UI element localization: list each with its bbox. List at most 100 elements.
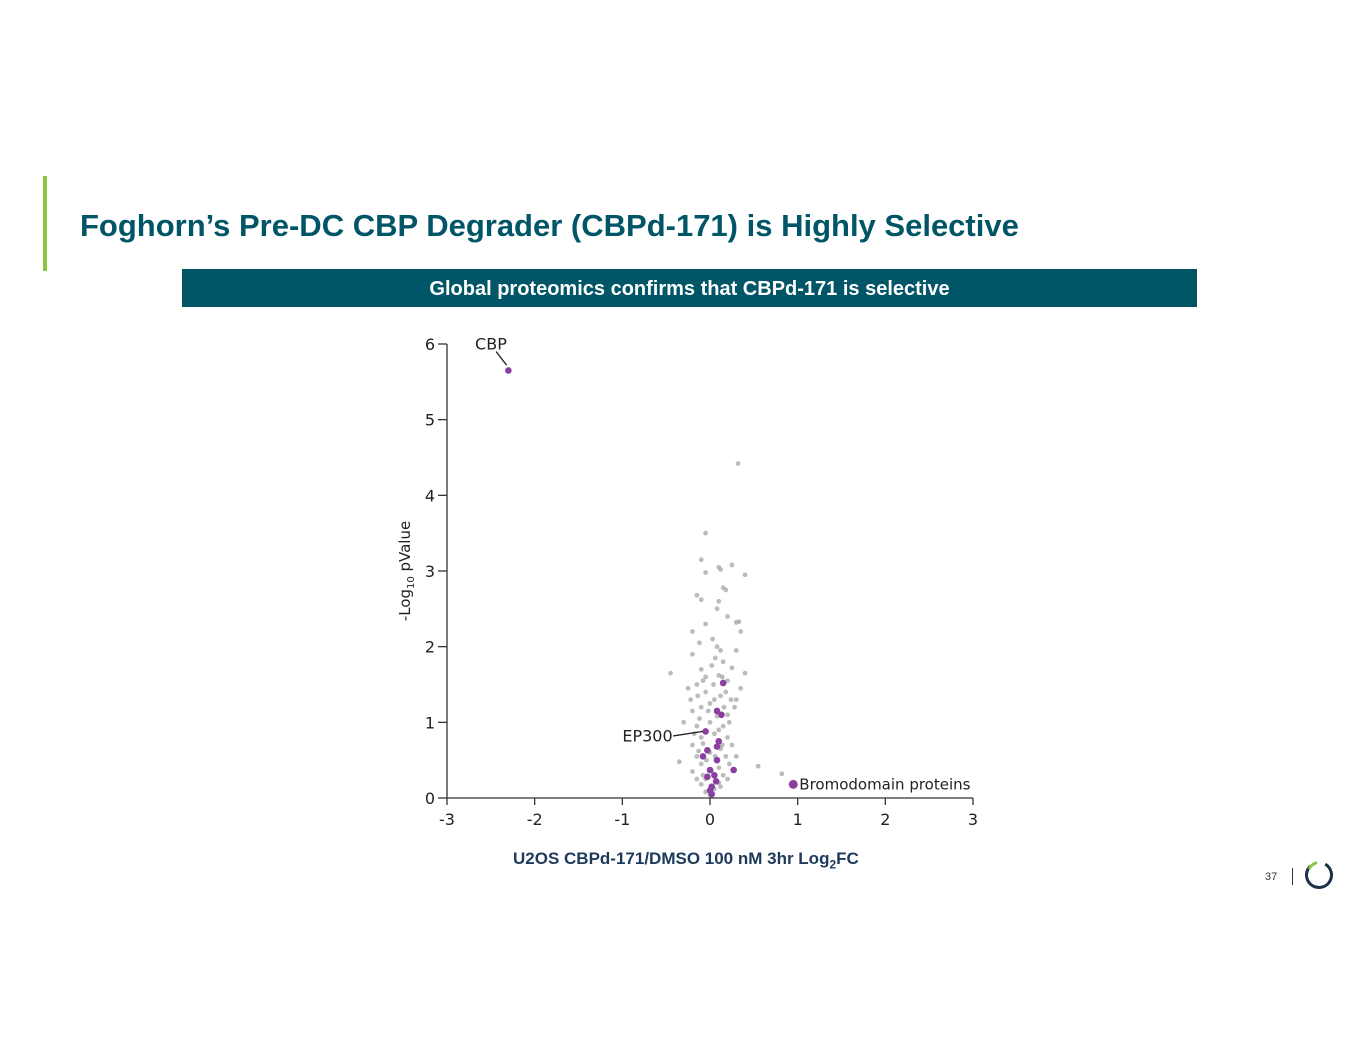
data-point	[720, 723, 726, 729]
banner: Global proteomics confirms that CBPd-171…	[182, 269, 1197, 307]
data-point	[716, 765, 722, 771]
data-point	[690, 629, 695, 634]
data-point	[698, 735, 704, 740]
data-point	[779, 771, 785, 777]
x-tick-label: -1	[614, 810, 630, 829]
data-point	[696, 748, 702, 754]
data-point	[718, 693, 723, 699]
data-point	[690, 708, 695, 714]
x-tick-label: 3	[968, 810, 978, 829]
data-point	[718, 784, 723, 790]
highlight-point	[713, 707, 721, 715]
data-point	[725, 712, 730, 718]
data-point	[694, 776, 700, 782]
data-point	[733, 697, 739, 703]
data-point	[712, 655, 718, 661]
data-point	[736, 619, 742, 625]
y-tick-label: 6	[425, 335, 435, 354]
data-point	[738, 629, 744, 634]
highlight-point	[704, 773, 711, 781]
highlight-point	[715, 737, 723, 745]
ep300-label: EP300	[622, 726, 672, 745]
data-point	[694, 592, 700, 598]
x-axis-label-sub: 2	[829, 857, 837, 872]
data-point	[697, 716, 702, 721]
data-point	[729, 665, 735, 671]
ep300-leader-line	[673, 730, 704, 737]
data-point	[720, 772, 726, 778]
data-point	[698, 597, 704, 603]
data-point	[703, 530, 709, 536]
data-point	[690, 651, 695, 657]
volcano-plot: -3 -2 -1 0 1 2 3 0 1 2 3 4 5 6 -Log10 pValue CBP EP300 B…	[396, 334, 978, 829]
data-point	[716, 598, 722, 604]
data-point	[707, 701, 713, 706]
data-point	[723, 753, 729, 759]
data-point	[733, 648, 739, 653]
data-point	[694, 723, 700, 729]
data-point	[735, 461, 741, 466]
highlight-point	[704, 747, 711, 754]
foghorn-logo-icon	[1305, 861, 1333, 889]
data-point	[681, 719, 687, 725]
data-point	[723, 689, 729, 695]
data-point	[698, 781, 704, 787]
data-point	[729, 562, 735, 568]
x-tick-label: -3	[439, 810, 455, 829]
data-point	[728, 697, 734, 703]
highlight-point	[711, 772, 718, 779]
y-tick-label: 2	[425, 638, 435, 657]
highlight-point	[730, 766, 737, 774]
highlight-point	[713, 756, 721, 764]
y-tick-label: 5	[425, 411, 435, 430]
accent-bar	[43, 176, 47, 271]
highlight-point	[505, 367, 512, 374]
data-point	[711, 697, 717, 703]
data-point	[694, 753, 700, 759]
data-point	[726, 719, 732, 725]
data-point	[698, 761, 704, 767]
data-point	[755, 763, 761, 769]
highlight-point	[706, 766, 714, 774]
data-point	[703, 689, 709, 695]
data-point	[710, 636, 716, 642]
highlight-point	[699, 753, 707, 760]
data-point	[742, 670, 748, 676]
bromodomain-label: Bromodomain proteins	[799, 775, 970, 793]
data-point	[725, 614, 730, 619]
data-point	[697, 640, 702, 646]
data-point	[738, 685, 744, 691]
data-point	[694, 682, 700, 687]
data-point	[714, 644, 720, 650]
x-axis-label: U2OS CBPd-171/DMSO 100 nM 3hr Log2FC	[513, 849, 859, 871]
data-point	[718, 648, 723, 653]
x-tick-label: 1	[793, 810, 803, 829]
data-point	[725, 678, 730, 684]
x-tick-label: 0	[705, 810, 715, 829]
separator	[1292, 868, 1293, 885]
y-tick-label: 3	[425, 562, 435, 581]
data-point	[719, 674, 725, 680]
data-point	[700, 741, 706, 746]
data-point	[718, 567, 723, 572]
y-tick-label: 4	[425, 486, 435, 505]
data-point	[698, 666, 704, 672]
x-tick-label: -2	[527, 810, 543, 829]
x-axis-label-main: U2OS CBPd-171/DMSO 100 nM 3hr Log	[513, 849, 830, 868]
cbp-label: CBP	[475, 334, 507, 353]
data-point	[711, 682, 716, 687]
data-point	[698, 557, 704, 563]
highlight-point	[719, 679, 727, 687]
data-point	[723, 587, 729, 593]
highlight-point	[718, 711, 725, 719]
y-tick-label: 1	[425, 713, 435, 732]
data-point	[721, 704, 727, 710]
data-point	[720, 659, 726, 665]
data-point	[719, 742, 725, 748]
data-point	[704, 757, 709, 763]
data-point	[685, 685, 691, 691]
y-axis-label: -Log10 pValue	[396, 521, 417, 621]
data-point	[690, 769, 695, 774]
data-point	[742, 572, 748, 578]
